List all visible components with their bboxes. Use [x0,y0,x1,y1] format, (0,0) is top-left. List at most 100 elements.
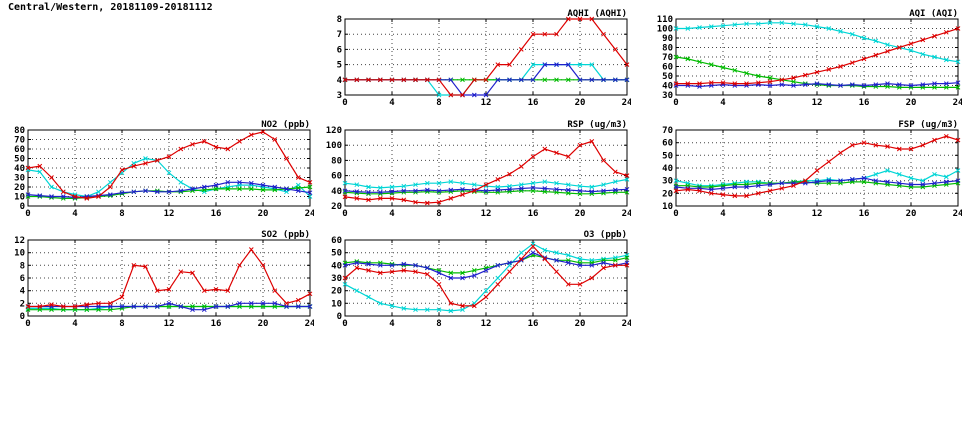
svg-text:20: 20 [258,319,269,329]
svg-text:4: 4 [337,76,343,86]
svg-text:4: 4 [389,209,395,219]
svg-text:80: 80 [14,126,25,136]
svg-text:12: 12 [481,209,492,219]
svg-text:60: 60 [331,172,342,182]
svg-text:20: 20 [331,287,342,297]
svg-text:5: 5 [337,61,342,71]
svg-text:0: 0 [342,209,347,219]
svg-text:FSP (ug/m3): FSP (ug/m3) [898,120,958,130]
svg-text:80: 80 [662,44,673,54]
chart-svg-aqhi: 0 4 8 12 16 20 24 3 4 5 6 7 8 AQHI (AQHI) [337,9,631,108]
svg-text:12: 12 [812,209,823,219]
chart-svg-fsp: 0 4 8 12 16 20 24 10 20 30 40 50 60 70 FSP (ug/m3) [662,120,962,219]
svg-text:10: 10 [331,299,342,309]
chart-aqi: 0 4 8 12 16 20 24 30 40 50 60 70 80 90 100 110 AQI (AQI) [652,8,962,111]
svg-text:16: 16 [528,319,539,329]
svg-text:24: 24 [305,209,314,219]
svg-text:30: 30 [14,174,25,184]
svg-text:70: 70 [14,136,25,146]
svg-text:4: 4 [720,209,726,219]
svg-text:16: 16 [528,209,539,219]
svg-text:NO2 (ppb): NO2 (ppb) [261,120,310,130]
svg-text:50: 50 [662,151,673,161]
svg-text:0: 0 [20,202,25,212]
svg-text:AQI (AQI): AQI (AQI) [909,9,958,19]
svg-text:16: 16 [859,209,870,219]
chart-o3: 0 4 8 12 16 20 24 0 10 20 30 40 50 60 O3 (ppb) [321,229,631,332]
svg-text:0: 0 [673,209,678,219]
svg-text:40: 40 [331,187,342,197]
svg-text:8: 8 [436,98,441,108]
svg-text:4: 4 [72,319,78,329]
svg-text:4: 4 [389,98,395,108]
svg-text:60: 60 [662,139,673,149]
svg-text:30: 30 [662,91,673,101]
svg-text:30: 30 [331,274,342,284]
svg-text:4: 4 [720,98,726,108]
svg-text:24: 24 [622,319,631,329]
svg-text:8: 8 [337,15,342,25]
svg-text:6: 6 [20,274,25,284]
chart-fsp: 0 4 8 12 16 20 24 10 20 30 40 50 60 70 FSP (ug/m3) [652,119,962,222]
svg-text:SO2 (ppb): SO2 (ppb) [261,230,310,240]
svg-text:4: 4 [72,209,78,219]
svg-text:40: 40 [662,82,673,92]
chart-svg-rsp: 0 4 8 12 16 20 24 20 40 60 80 100 120 RSP (ug/m3) [326,120,631,219]
svg-text:50: 50 [14,155,25,165]
svg-text:10: 10 [14,249,25,259]
svg-text:20: 20 [906,98,917,108]
svg-text:0: 0 [342,319,347,329]
svg-text:20: 20 [906,209,917,219]
svg-text:120: 120 [326,126,342,136]
chart-aqhi: 0 4 8 12 16 20 24 3 4 5 6 7 8 AQHI (AQHI) [321,8,631,111]
svg-text:8: 8 [119,319,124,329]
svg-text:90: 90 [662,34,673,44]
svg-text:30: 30 [662,177,673,187]
svg-text:16: 16 [211,319,222,329]
svg-text:8: 8 [767,209,772,219]
svg-text:12: 12 [481,98,492,108]
svg-text:20: 20 [575,209,586,219]
svg-text:7: 7 [337,30,342,40]
svg-text:24: 24 [953,98,962,108]
svg-text:24: 24 [953,209,962,219]
svg-text:24: 24 [622,209,631,219]
svg-text:100: 100 [326,141,342,151]
svg-text:0: 0 [673,98,678,108]
svg-text:12: 12 [14,236,25,246]
svg-text:O3 (ppb): O3 (ppb) [584,230,627,240]
svg-text:60: 60 [14,145,25,155]
svg-text:40: 40 [331,261,342,271]
svg-text:0: 0 [20,312,25,322]
svg-text:2: 2 [20,299,25,309]
svg-text:50: 50 [331,249,342,259]
svg-text:12: 12 [481,319,492,329]
svg-text:60: 60 [331,236,342,246]
svg-text:0: 0 [25,319,30,329]
svg-text:24: 24 [305,319,314,329]
svg-text:40: 40 [14,164,25,174]
svg-text:16: 16 [528,98,539,108]
svg-text:24: 24 [622,98,631,108]
svg-text:70: 70 [662,126,673,136]
svg-text:20: 20 [14,183,25,193]
svg-text:8: 8 [436,319,441,329]
svg-text:8: 8 [436,209,441,219]
svg-text:10: 10 [662,202,673,212]
svg-text:0: 0 [25,209,30,219]
svg-text:8: 8 [119,209,124,219]
svg-text:20: 20 [258,209,269,219]
svg-text:80: 80 [331,156,342,166]
page-title: Central/Western, 20181109-20181112 [8,2,213,13]
svg-text:20: 20 [575,319,586,329]
chart-rsp: 0 4 8 12 16 20 24 20 40 60 80 100 120 RSP (ug/m3) [321,119,631,222]
svg-text:10: 10 [14,193,25,203]
svg-text:8: 8 [767,98,772,108]
svg-text:0: 0 [342,98,347,108]
svg-text:40: 40 [662,164,673,174]
svg-text:12: 12 [164,319,175,329]
svg-text:RSP (ug/m3): RSP (ug/m3) [567,120,627,130]
